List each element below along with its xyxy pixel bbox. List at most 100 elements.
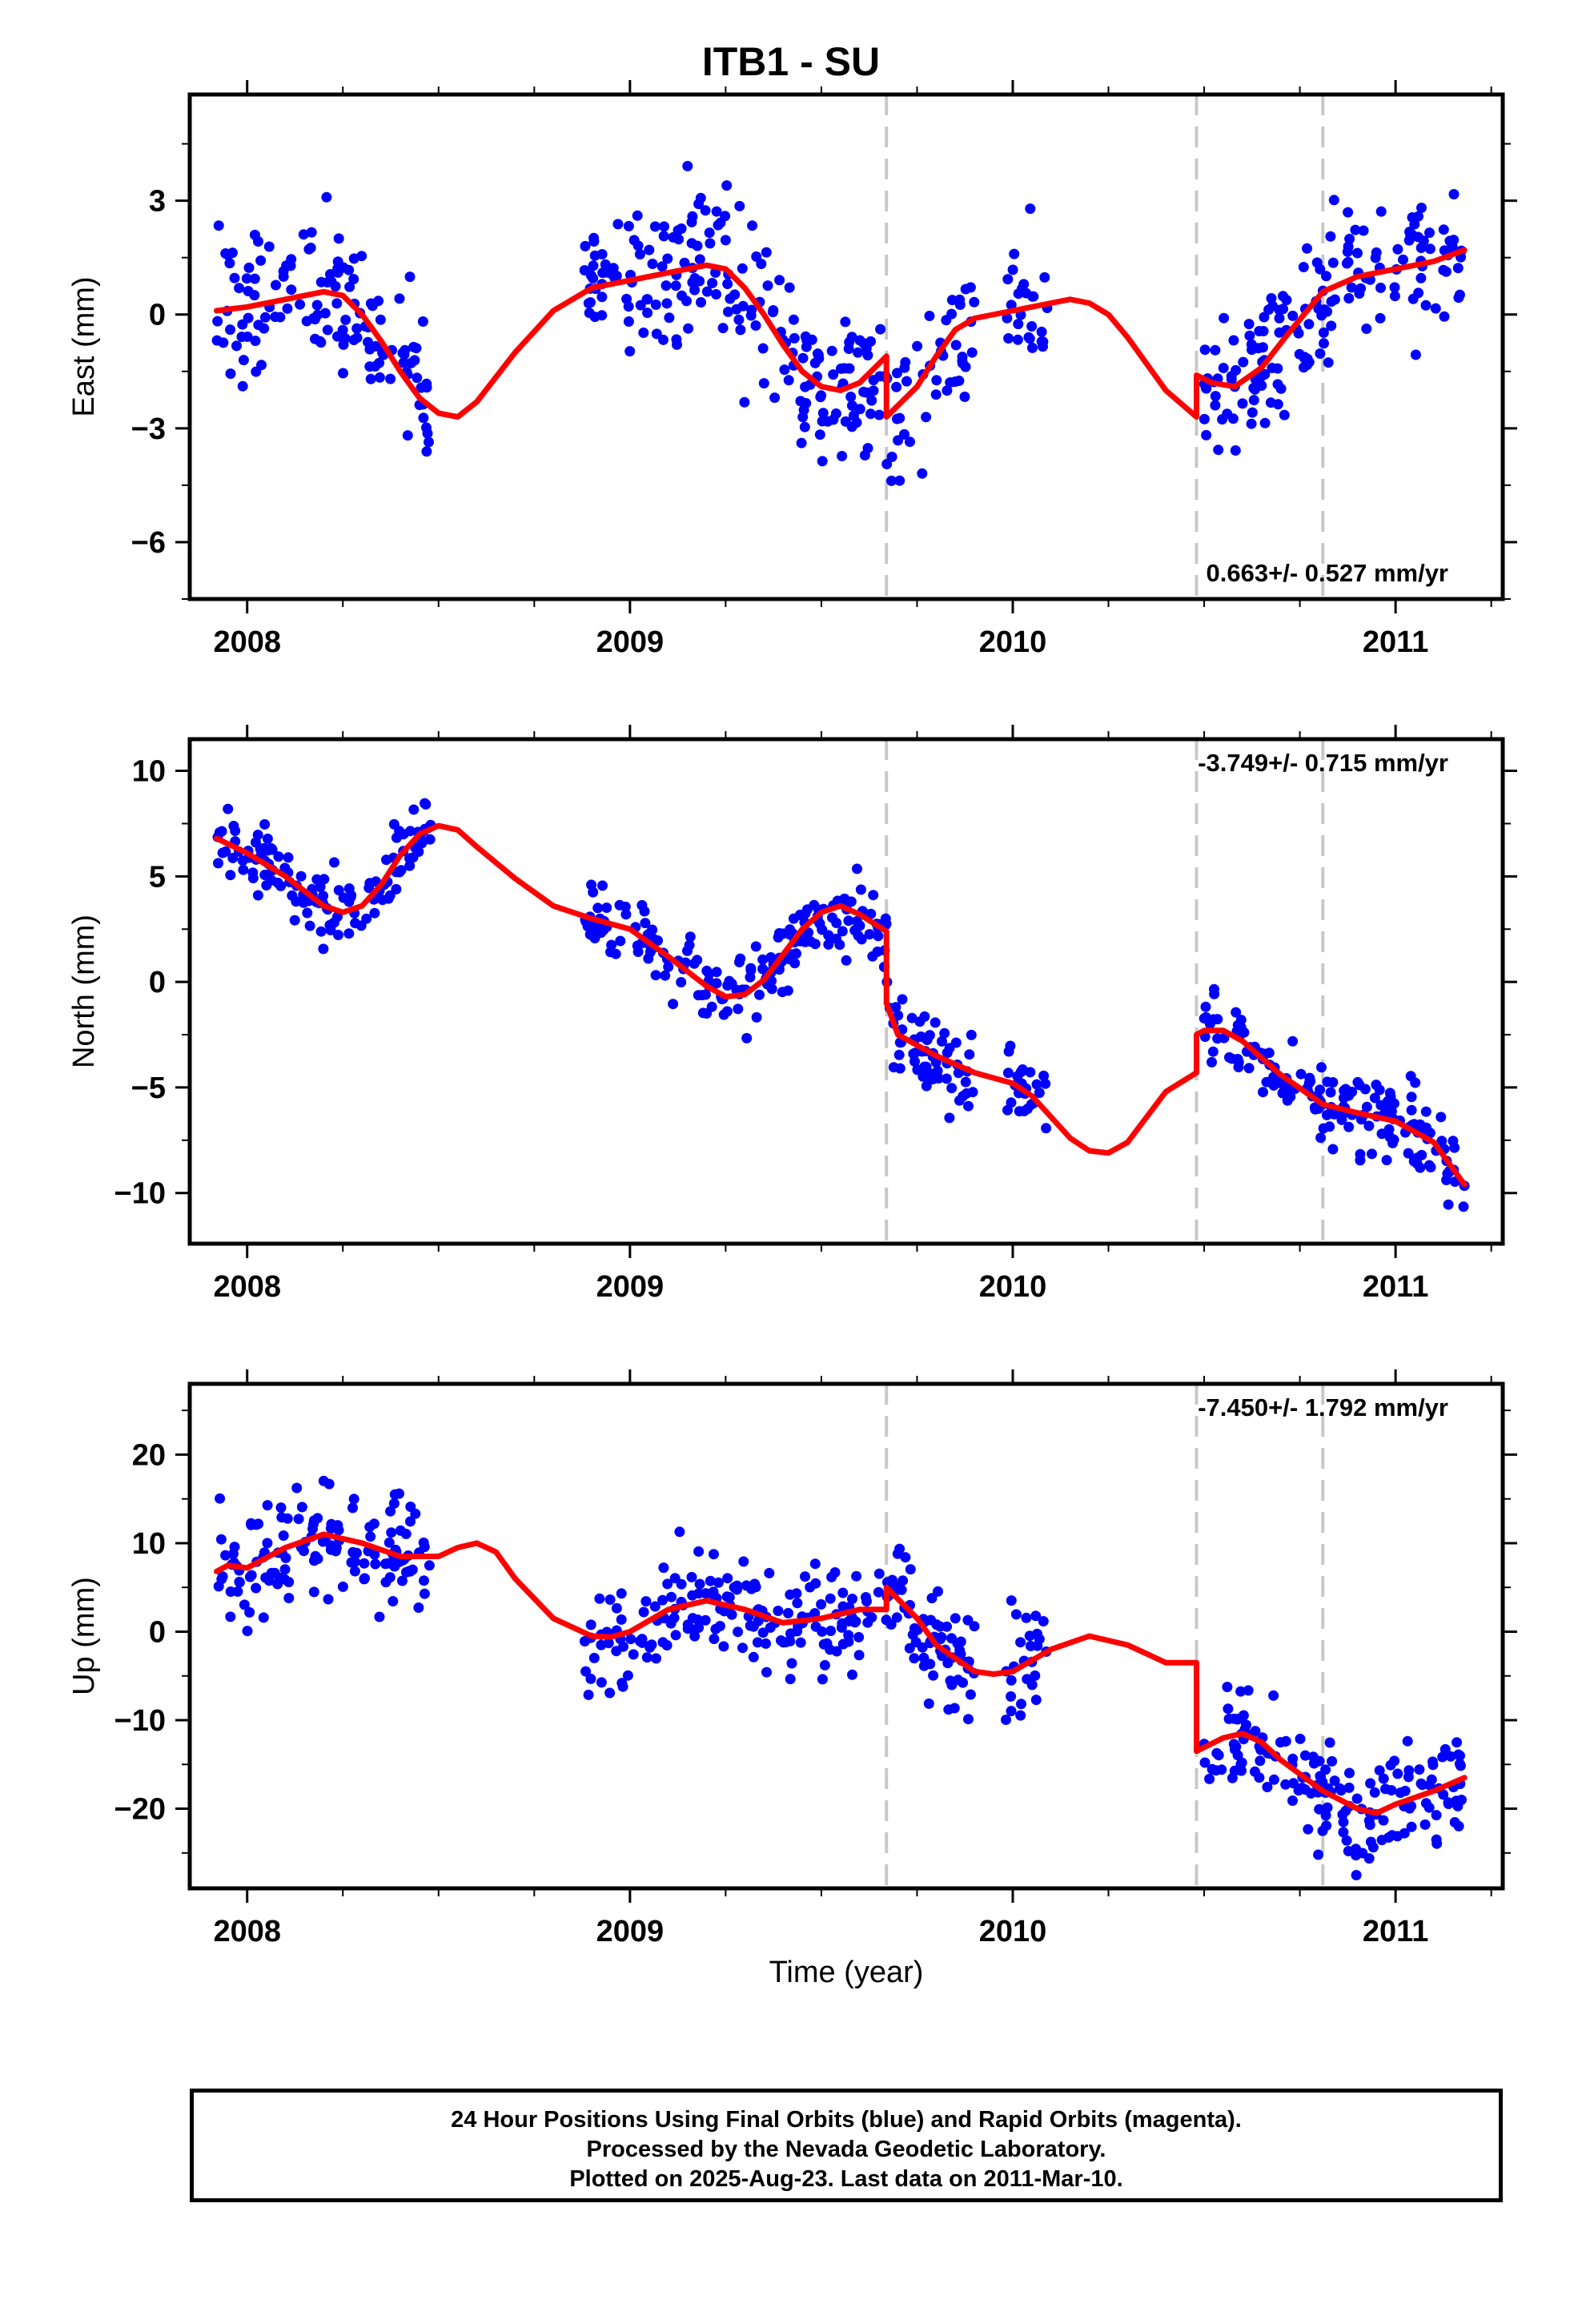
data-point bbox=[332, 256, 343, 267]
data-point bbox=[1354, 288, 1365, 299]
data-point bbox=[295, 870, 307, 882]
data-point bbox=[1336, 1114, 1347, 1125]
data-point bbox=[223, 803, 234, 814]
data-point bbox=[1267, 363, 1278, 373]
data-point bbox=[241, 273, 252, 284]
data-point bbox=[701, 286, 713, 297]
data-point bbox=[799, 421, 810, 432]
data-point bbox=[810, 1578, 821, 1589]
data-point bbox=[620, 901, 631, 912]
data-point bbox=[1341, 1835, 1352, 1846]
data-point bbox=[307, 1523, 318, 1534]
data-point bbox=[417, 316, 428, 327]
data-point bbox=[908, 1048, 919, 1059]
data-point bbox=[367, 300, 378, 312]
data-point bbox=[309, 314, 320, 325]
data-point bbox=[853, 1650, 865, 1661]
data-point bbox=[823, 939, 834, 950]
data-point bbox=[1199, 1757, 1211, 1768]
data-point bbox=[738, 1556, 749, 1567]
data-point bbox=[786, 1658, 797, 1669]
data-point bbox=[764, 1567, 775, 1578]
data-point bbox=[225, 368, 236, 380]
data-point bbox=[1326, 296, 1337, 308]
data-point bbox=[1315, 348, 1326, 359]
data-point bbox=[623, 316, 634, 327]
data-point bbox=[612, 219, 624, 230]
model-curve-segment bbox=[214, 1531, 889, 1640]
data-point bbox=[825, 1626, 837, 1636]
data-point bbox=[1315, 1132, 1327, 1144]
x-tick-label: 2008 bbox=[213, 1915, 281, 1948]
y-tick-label: 10 bbox=[132, 1527, 166, 1561]
data-point bbox=[942, 1621, 953, 1632]
data-point bbox=[1435, 1112, 1447, 1123]
data-point bbox=[670, 1630, 681, 1641]
data-point bbox=[868, 375, 879, 386]
data-point bbox=[737, 263, 748, 274]
data-point bbox=[242, 1626, 253, 1637]
data-point bbox=[411, 343, 422, 354]
y-axis-label: East (mm) bbox=[67, 276, 101, 416]
data-point bbox=[225, 324, 235, 336]
data-point bbox=[1247, 407, 1258, 418]
data-point bbox=[957, 358, 968, 369]
data-point bbox=[642, 308, 653, 319]
data-point bbox=[325, 269, 335, 279]
data-point bbox=[1334, 1783, 1345, 1794]
data-point bbox=[852, 915, 862, 927]
data-point bbox=[1007, 264, 1018, 275]
data-point bbox=[1439, 311, 1450, 322]
data-point bbox=[761, 1638, 771, 1649]
data-point bbox=[308, 1515, 319, 1526]
data-point bbox=[761, 247, 772, 258]
data-point bbox=[1327, 1144, 1339, 1155]
data-point bbox=[1237, 398, 1248, 409]
y-tick-label: −10 bbox=[114, 1704, 166, 1738]
data-point bbox=[868, 890, 879, 901]
data-point bbox=[905, 436, 915, 448]
data-point bbox=[368, 1518, 379, 1530]
data-point bbox=[1315, 263, 1326, 275]
data-point bbox=[806, 334, 817, 345]
data-point bbox=[724, 1592, 735, 1602]
data-point bbox=[1280, 1735, 1291, 1747]
data-point bbox=[634, 249, 645, 259]
data-point bbox=[1030, 1610, 1042, 1622]
data-point bbox=[227, 247, 238, 259]
data-point bbox=[891, 1612, 902, 1623]
data-point bbox=[1266, 293, 1277, 304]
data-point bbox=[244, 1606, 255, 1618]
data-point bbox=[588, 1652, 600, 1663]
data-point bbox=[676, 1578, 687, 1590]
data-point bbox=[1268, 1690, 1279, 1701]
data-point bbox=[843, 344, 854, 354]
data-point bbox=[1338, 1827, 1349, 1838]
data-point bbox=[865, 908, 877, 919]
data-point bbox=[894, 475, 905, 486]
data-point bbox=[650, 300, 661, 310]
data-point bbox=[1327, 1077, 1339, 1088]
data-point bbox=[1287, 1035, 1299, 1047]
data-point bbox=[251, 1582, 262, 1594]
data-point bbox=[800, 1571, 810, 1582]
data-point bbox=[1038, 1616, 1049, 1626]
data-point bbox=[1327, 1755, 1338, 1767]
data-point bbox=[873, 409, 885, 420]
data-point bbox=[391, 883, 402, 895]
data-point bbox=[798, 404, 809, 416]
data-point bbox=[657, 1594, 669, 1606]
data-point bbox=[1454, 289, 1465, 300]
data-point bbox=[225, 870, 236, 881]
data-point bbox=[402, 430, 413, 441]
data-point bbox=[247, 873, 259, 883]
data-point bbox=[788, 314, 799, 325]
data-points bbox=[212, 798, 1470, 1212]
data-point bbox=[239, 1599, 250, 1610]
model-curve-segment bbox=[1194, 247, 1468, 390]
data-point bbox=[318, 943, 329, 955]
data-point bbox=[709, 1634, 720, 1644]
data-point bbox=[912, 340, 923, 352]
data-point bbox=[750, 941, 761, 952]
